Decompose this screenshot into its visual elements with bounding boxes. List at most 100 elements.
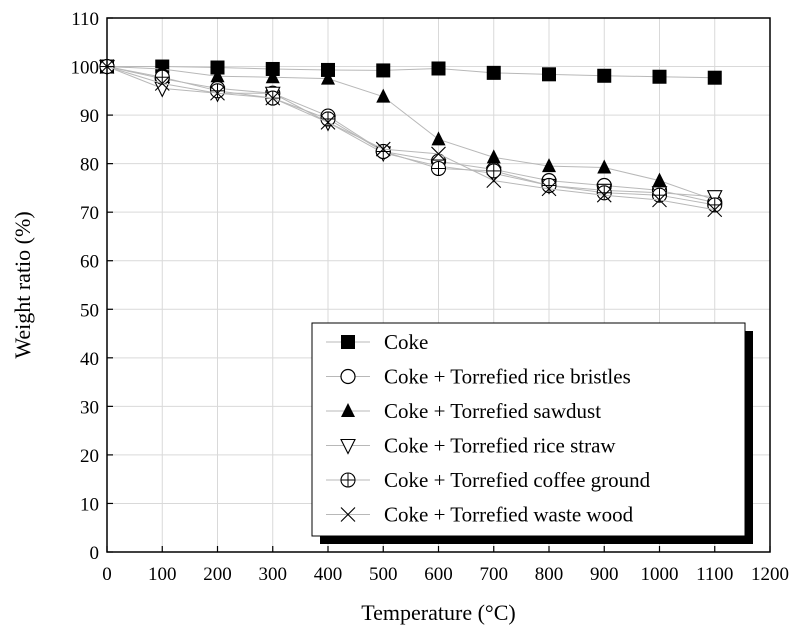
series-line [106,66,715,203]
data-point [486,163,502,179]
legend-label: Coke + Torrefied rice bristles [384,365,631,389]
series-2 [99,58,723,211]
x-tick-label: 200 [203,564,232,585]
legend-marker [341,335,355,349]
marker-diag2 [320,114,336,130]
marker-diag2 [210,85,225,101]
x-tick-label: 100 [148,564,177,585]
legend-marker [340,472,356,488]
marker-diag2 [154,76,170,91]
y-tick-label: 20 [80,446,99,467]
legend-item: Coke [326,330,428,354]
data-point [431,61,446,76]
series-line [106,66,715,206]
series-6 [99,59,723,218]
y-tick-label: 100 [71,58,100,79]
data-point [320,111,336,127]
data-point [597,159,612,174]
data-point [486,65,501,80]
legend-label: Coke + Torrefied rice straw [384,434,616,458]
data-point [321,70,335,85]
data-point [376,88,391,103]
data-point [542,158,556,173]
series-layer [99,58,723,218]
x-tick-label: 500 [369,564,398,585]
series-4 [99,59,723,206]
legend: Coke Coke + Torrefied rice bristles Coke +… [311,322,753,544]
data-point [210,85,225,101]
legend-marker [340,507,356,522]
data-point [375,141,391,157]
legend-label: Coke + Torrefied coffee ground [384,468,651,492]
x-tick-label: 900 [590,564,619,585]
data-point [596,187,612,203]
x-tick-label: 1000 [641,564,679,585]
marker-diag2 [541,181,557,197]
data-point [597,68,612,83]
series-line [106,66,715,211]
legend-label: Coke + Torrefied sawdust [384,399,601,423]
legend-marker [340,438,356,455]
y-tick-label: 60 [80,252,99,273]
y-tick-label: 80 [80,155,99,176]
data-point [431,131,446,146]
marker-diag2 [265,90,281,106]
x-axis-title: Temperature (°C) [361,600,515,625]
y-tick-label: 50 [80,300,99,321]
data-point [541,181,557,197]
marker-diag2 [596,187,612,203]
y-tick-label: 30 [80,397,99,418]
data-point [209,83,226,99]
x-tick-label: 800 [535,564,564,585]
y-tick-label: 40 [80,349,99,370]
data-point [652,192,667,208]
legend-label: Coke + Torrefied waste wood [384,503,634,527]
series-line [106,66,715,201]
series-1 [100,59,722,85]
marker-diag2 [340,507,356,522]
legend-item: Coke + Torrefied coffee ground [326,468,651,492]
data-point [210,68,225,83]
y-tick-label: 110 [71,9,99,30]
legend-item: Coke + Torrefied sawdust [326,399,601,423]
marker-diag2 [652,192,667,208]
axis-ticks: 0 100 200 300 400 500 600 700 800 900 1000 1100 1200… [71,9,790,585]
data-point [707,70,722,85]
data-point [265,61,280,76]
data-point [652,69,667,84]
marker-diag2 [707,202,723,218]
legend-marker [340,368,356,385]
series-line [107,66,715,79]
y-tick-label: 90 [80,106,99,127]
x-tick-label: 300 [259,564,288,585]
data-point [541,177,557,194]
x-tick-label: 600 [424,564,453,585]
data-point [707,202,723,218]
data-point [431,146,446,162]
marker-diag2 [431,146,446,162]
x-tick-label: 400 [314,564,343,585]
series-5 [99,58,723,213]
data-point [265,90,281,106]
legend-item: Coke + Torrefied rice straw [326,434,616,458]
data-point [486,149,501,164]
marker-diag2 [486,173,502,189]
data-point [265,69,280,84]
legend-item: Coke + Torrefied waste wood [326,503,634,527]
data-point [320,114,336,130]
y-axis-title: Weight ratio (%) [10,211,35,358]
legend-marker [341,403,355,417]
legend-item: Coke + Torrefied rice bristles [326,365,631,389]
x-tick-label: 700 [480,564,509,585]
data-point [321,62,335,77]
series-3 [100,58,722,207]
data-point [430,160,447,177]
legend-box [311,322,746,537]
marker-diag2 [375,141,391,157]
legend-label: Coke [384,330,428,354]
x-tick-label: 0 [102,564,112,585]
x-tick-label: 1200 [751,564,789,585]
data-point [652,172,667,187]
data-point [486,173,502,189]
